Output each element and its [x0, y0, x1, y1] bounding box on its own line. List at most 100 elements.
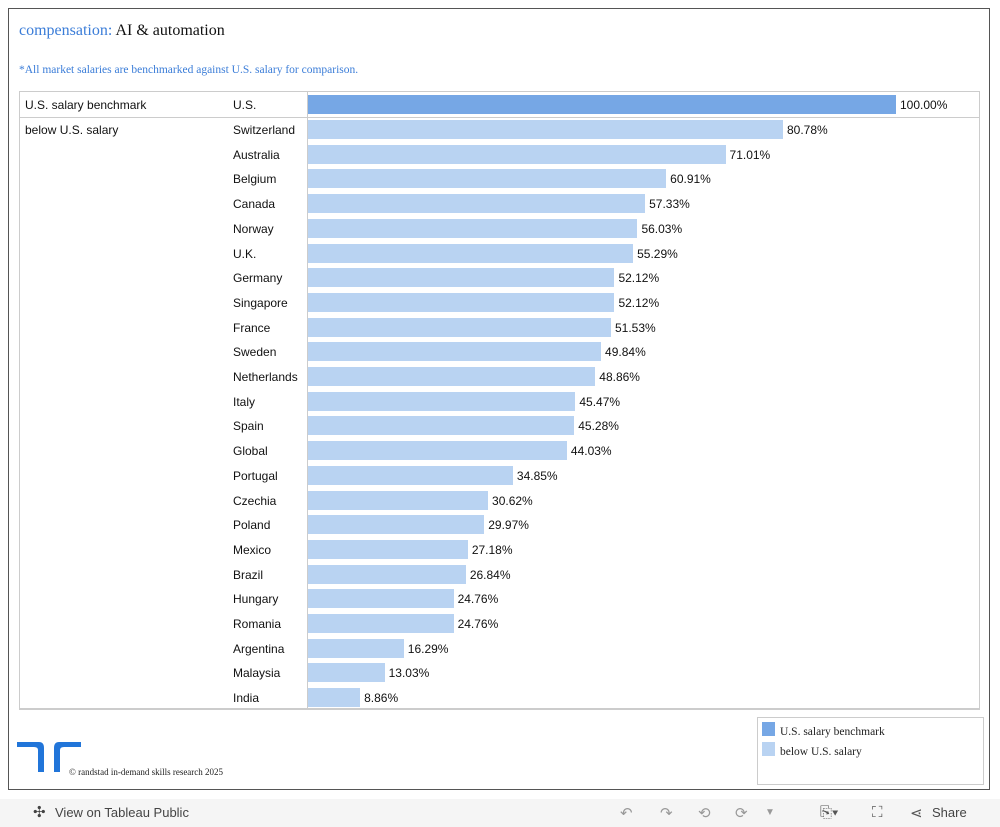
category-label: Germany: [233, 271, 283, 286]
category-label: Czechia: [233, 493, 277, 508]
bar[interactable]: [308, 391, 576, 411]
fullscreen-icon[interactable]: ⛶: [872, 804, 883, 821]
data-label: 24.76%: [457, 592, 499, 607]
refresh-icon[interactable]: ⟳: [735, 805, 748, 822]
bar[interactable]: [308, 292, 615, 312]
data-label: 16.29%: [407, 641, 449, 656]
category-label: France: [233, 320, 271, 335]
bar[interactable]: [308, 490, 489, 510]
undo-icon[interactable]: ↶: [620, 805, 633, 822]
legend-label: U.S. salary benchmark: [780, 726, 885, 738]
data-label: 8.86%: [364, 691, 399, 706]
category-label: Argentina: [233, 641, 285, 656]
legend-swatch-below: [762, 742, 775, 756]
data-label: 52.12%: [618, 295, 660, 310]
download-icon[interactable]: ⎘▾: [820, 804, 839, 821]
tableau-toolbar: ✣ View on Tableau Public ↶ ↷ ⟲ ⟳ ▼ ⎘▾ ⛶ …: [0, 799, 1000, 827]
data-label: 13.03%: [388, 666, 430, 681]
category-label: Australia: [233, 147, 280, 162]
legend-swatch-benchmark: [762, 722, 775, 736]
category-label: Malaysia: [233, 666, 281, 681]
category-label: Italy: [233, 394, 256, 409]
data-label: 34.85%: [516, 468, 558, 483]
bar[interactable]: [308, 342, 602, 362]
bar[interactable]: [308, 243, 634, 263]
bar[interactable]: [308, 638, 404, 658]
page-title: compensation: AI & automation: [19, 22, 225, 40]
data-label: 26.84%: [469, 567, 511, 582]
data-label: 45.28%: [578, 419, 619, 434]
category-label: Switzerland: [233, 123, 296, 137]
divider: [307, 91, 308, 710]
bar[interactable]: [308, 367, 596, 386]
bar[interactable]: [308, 441, 567, 461]
bar[interactable]: [308, 539, 468, 559]
data-label: 24.76%: [457, 617, 499, 631]
data-label: 55.29%: [637, 246, 678, 261]
data-label: 100.00%: [900, 98, 948, 112]
bar[interactable]: [308, 465, 513, 485]
category-label: India: [233, 691, 260, 706]
category-label: U.K.: [233, 246, 257, 261]
share-icon[interactable]: ⋖: [910, 805, 923, 822]
category-label: Mexico: [233, 542, 272, 557]
category-label: Romania: [233, 617, 282, 631]
data-label: 30.62%: [492, 493, 533, 508]
bar[interactable]: [308, 120, 783, 139]
bar[interactable]: [308, 663, 385, 683]
category-label: Portugal: [233, 468, 278, 483]
bar-table: [19, 91, 980, 710]
bar[interactable]: [308, 169, 667, 189]
category-label: Singapore: [233, 295, 288, 310]
revert-icon[interactable]: ⟲: [698, 805, 711, 822]
category-label: Sweden: [233, 345, 277, 360]
legend: U.S. salary benchmark below U.S. salary: [757, 717, 984, 785]
group-label: below U.S. salary: [25, 123, 119, 137]
tableau-icon[interactable]: ✣: [33, 804, 46, 821]
bar[interactable]: [308, 688, 361, 708]
bar[interactable]: [308, 317, 611, 337]
group-label: U.S. salary benchmark: [25, 98, 147, 112]
category-label: Belgium: [233, 172, 277, 187]
data-label: 48.86%: [599, 370, 640, 384]
view-on-tableau-link[interactable]: View on Tableau Public: [55, 805, 189, 820]
bar[interactable]: [308, 614, 454, 633]
category-label: Norway: [233, 221, 274, 236]
bar[interactable]: [308, 416, 575, 436]
data-label: 51.53%: [614, 320, 656, 335]
data-label: 80.78%: [786, 123, 828, 137]
data-label: 45.47%: [579, 394, 621, 409]
category-label: Global: [233, 444, 268, 459]
bar[interactable]: [308, 564, 466, 584]
data-label: 57.33%: [649, 197, 690, 212]
share-button[interactable]: Share: [932, 805, 967, 820]
bar[interactable]: [308, 268, 615, 288]
category-label: Hungary: [233, 592, 279, 607]
divider: [19, 117, 980, 118]
bar[interactable]: [308, 95, 896, 114]
data-label: 71.01%: [729, 147, 771, 162]
benchmark-note: *All market salaries are benchmarked aga…: [19, 64, 359, 76]
legend-label: below U.S. salary: [780, 746, 862, 758]
data-label: 44.03%: [570, 444, 612, 459]
data-label: 52.12%: [618, 271, 660, 286]
data-label: 56.03%: [641, 221, 683, 236]
category-label: Netherlands: [233, 370, 298, 384]
data-label: 27.18%: [471, 542, 513, 557]
bar[interactable]: [308, 218, 638, 238]
data-label: 29.97%: [488, 518, 529, 533]
randstad-logo: [17, 742, 81, 772]
bar[interactable]: [308, 144, 726, 164]
chevron-down-icon[interactable]: ▼: [765, 807, 775, 818]
category-label: Canada: [233, 197, 276, 212]
title-accent: compensation:: [19, 22, 113, 39]
category-label: Brazil: [233, 567, 264, 582]
bar[interactable]: [308, 515, 485, 535]
bar[interactable]: [308, 589, 454, 609]
category-label: Spain: [233, 419, 264, 434]
redo-icon[interactable]: ↷: [660, 805, 673, 822]
bar[interactable]: [308, 194, 646, 214]
data-label: 49.84%: [605, 345, 646, 360]
category-label: U.S.: [233, 98, 257, 112]
data-label: 60.91%: [670, 172, 711, 187]
